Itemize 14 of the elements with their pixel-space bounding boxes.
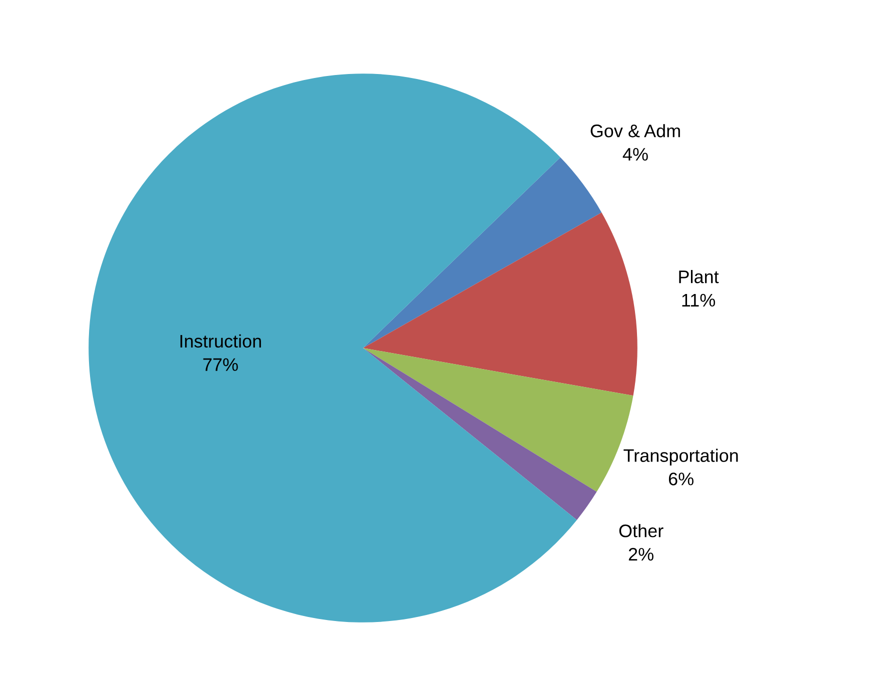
data-label: 11%	[682, 294, 716, 307]
data-label: 77%	[203, 358, 238, 371]
slice-label: Gov & Adm	[590, 124, 680, 138]
data-label: 2%	[628, 548, 654, 561]
pie-slice	[363, 348, 597, 520]
slice-label: Plant	[679, 270, 719, 284]
pie-slice	[363, 157, 602, 348]
slice-label: Other	[619, 524, 664, 538]
data-label: 4%	[622, 148, 648, 161]
slice-label: Instruction	[180, 334, 261, 348]
slice-label: Transportation	[624, 448, 738, 466]
pie-slice	[363, 212, 638, 396]
pie-slice	[88, 74, 577, 622]
data-label: 6%	[668, 472, 694, 486]
